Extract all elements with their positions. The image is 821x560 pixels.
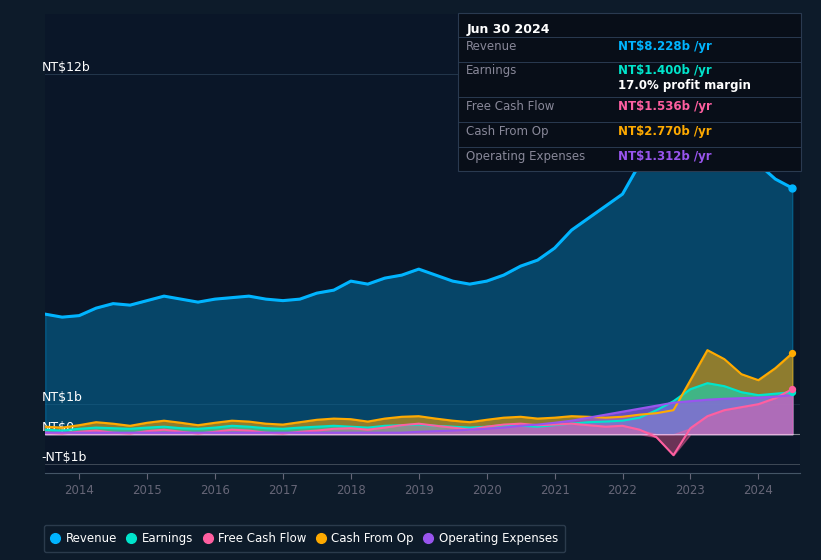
- Text: NT$1.400b /yr: NT$1.400b /yr: [618, 64, 712, 77]
- Text: Jun 30 2024: Jun 30 2024: [466, 23, 550, 36]
- Point: [786, 349, 799, 358]
- Text: NT$2.770b /yr: NT$2.770b /yr: [618, 125, 712, 138]
- Text: NT$12b: NT$12b: [41, 61, 90, 74]
- Text: 17.0% profit margin: 17.0% profit margin: [618, 79, 751, 92]
- Point: [786, 388, 799, 396]
- Text: NT$1b: NT$1b: [41, 391, 82, 404]
- Text: Earnings: Earnings: [466, 64, 518, 77]
- Text: Cash From Op: Cash From Op: [466, 125, 548, 138]
- Legend: Revenue, Earnings, Free Cash Flow, Cash From Op, Operating Expenses: Revenue, Earnings, Free Cash Flow, Cash …: [44, 525, 565, 552]
- Text: -NT$1b: -NT$1b: [41, 451, 87, 464]
- Text: NT$8.228b /yr: NT$8.228b /yr: [618, 40, 712, 53]
- Text: NT$0: NT$0: [41, 421, 75, 434]
- Text: Operating Expenses: Operating Expenses: [466, 150, 585, 162]
- Text: NT$1.536b /yr: NT$1.536b /yr: [618, 100, 712, 113]
- Text: Free Cash Flow: Free Cash Flow: [466, 100, 555, 113]
- Point: [786, 385, 799, 394]
- Text: Revenue: Revenue: [466, 40, 518, 53]
- Point: [786, 184, 799, 193]
- Text: NT$1.312b /yr: NT$1.312b /yr: [618, 150, 712, 162]
